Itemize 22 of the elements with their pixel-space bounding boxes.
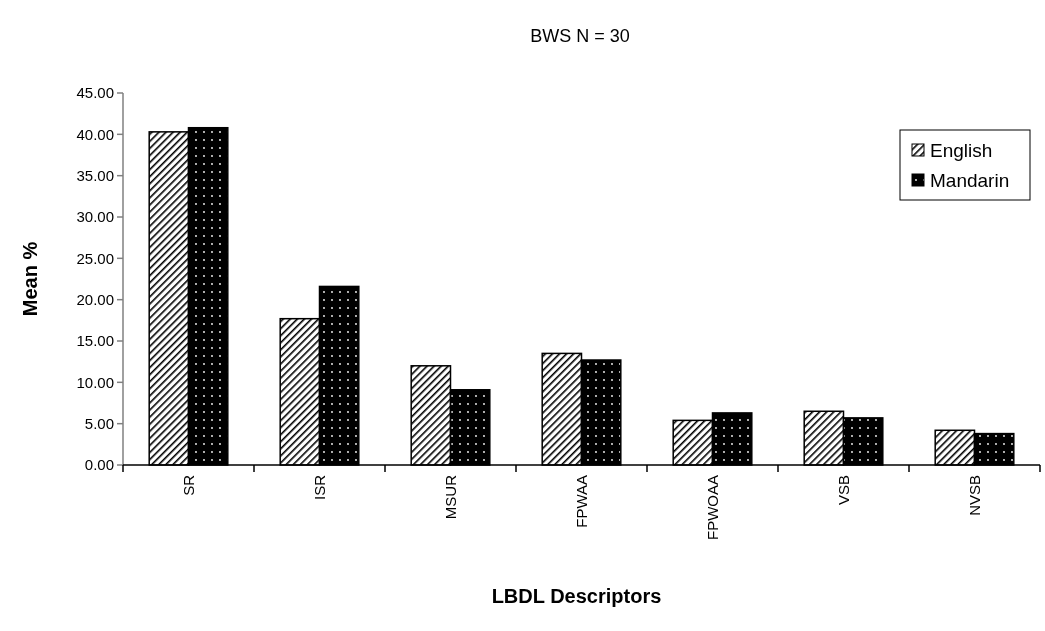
y-tick-label: 10.00 (76, 373, 114, 391)
legend-label: Mandarin (930, 169, 1010, 191)
y-tick-label: 45.00 (76, 84, 114, 102)
x-tick-label: VSB (834, 475, 852, 506)
y-tick-label: 15.00 (76, 332, 114, 350)
x-tick-label: ISR (310, 474, 328, 501)
y-tick-label: 0.00 (84, 456, 114, 474)
x-tick-label: MSUR (441, 474, 459, 520)
y-tick-label: 40.00 (76, 125, 114, 143)
y-tick-label: 30.00 (76, 208, 114, 226)
x-tick-label: FPWAA (572, 475, 590, 528)
x-tick-label: NVSB (965, 475, 983, 516)
y-tick-label: 20.00 (76, 290, 114, 308)
legend-label: English (930, 139, 993, 161)
y-tick-label: 25.00 (76, 249, 114, 267)
y-tick-label: 35.00 (76, 166, 114, 184)
x-tick-label: SR (179, 474, 197, 496)
y-tick-label: 5.00 (84, 414, 114, 432)
chart-title: BWS N = 30 (530, 26, 630, 46)
y-axis-title: Mean % (19, 241, 41, 317)
x-tick-label: FPWOAA (703, 475, 721, 541)
x-axis-title: LBDL Descriptors (491, 585, 662, 607)
